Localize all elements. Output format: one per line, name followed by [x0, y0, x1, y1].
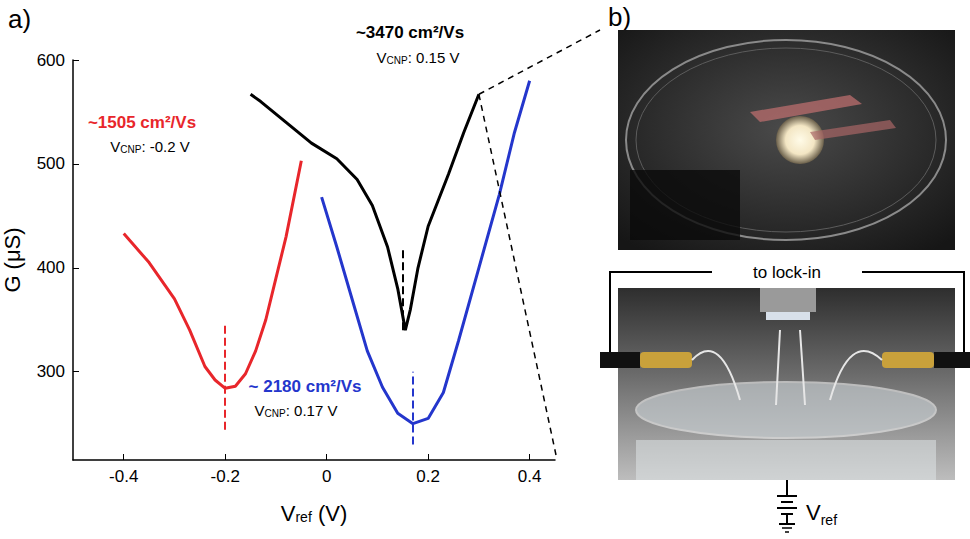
- svg-text:: -0.2 V: : -0.2 V: [141, 138, 189, 155]
- svg-text:CNP: CNP: [265, 408, 286, 419]
- svg-text:400: 400: [37, 258, 65, 277]
- svg-text:V: V: [377, 49, 387, 66]
- svg-text:0.4: 0.4: [518, 467, 542, 486]
- svg-text:0: 0: [322, 467, 331, 486]
- svg-text:~3470 cm²/Vs: ~3470 cm²/Vs: [356, 23, 464, 42]
- svg-text:~1505 cm²/Vs: ~1505 cm²/Vs: [88, 113, 196, 132]
- svg-text:V: V: [281, 501, 296, 526]
- svg-text:500: 500: [37, 154, 65, 173]
- svg-text:CNP: CNP: [387, 55, 408, 66]
- svg-text:a): a): [8, 4, 31, 34]
- svg-text:-0.4: -0.4: [109, 467, 138, 486]
- svg-text:ref: ref: [295, 509, 311, 525]
- svg-text:: 0.15 V: : 0.15 V: [408, 49, 460, 66]
- svg-text:0.2: 0.2: [416, 467, 440, 486]
- svg-text:V: V: [110, 138, 120, 155]
- svg-text:Vref: Vref: [806, 500, 837, 528]
- svg-text:V: V: [255, 402, 265, 419]
- svg-text:to lock-in: to lock-in: [753, 263, 821, 282]
- svg-text:600: 600: [37, 51, 65, 70]
- svg-text:G (μS): G (μS): [0, 227, 25, 292]
- svg-text:: 0.17 V: : 0.17 V: [286, 402, 338, 419]
- svg-text:CNP: CNP: [120, 144, 141, 155]
- svg-text:(V): (V): [312, 501, 347, 526]
- svg-text:b): b): [608, 2, 631, 32]
- svg-text:~ 2180 cm²/Vs: ~ 2180 cm²/Vs: [249, 377, 362, 396]
- svg-text:-0.2: -0.2: [211, 467, 240, 486]
- svg-text:300: 300: [37, 362, 65, 381]
